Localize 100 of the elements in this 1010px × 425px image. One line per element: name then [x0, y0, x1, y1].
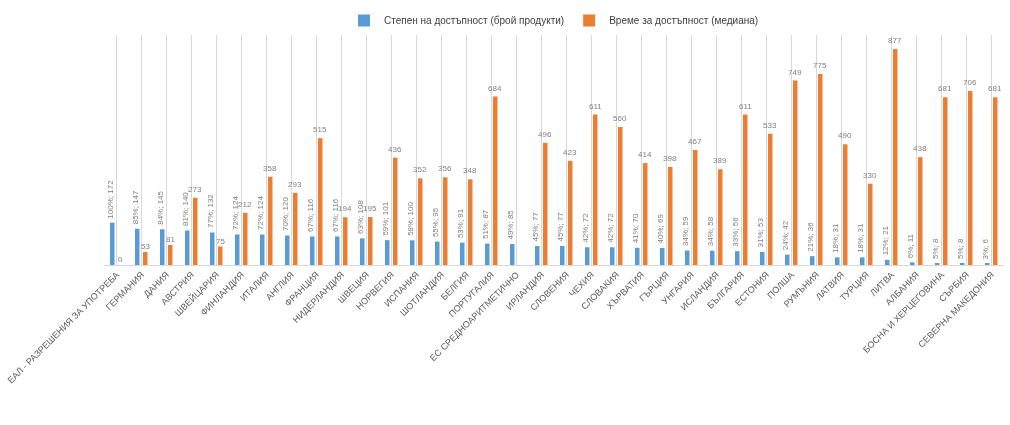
bar: [160, 229, 165, 265]
data-label: 45%; 77: [531, 211, 541, 242]
data-label: 358: [263, 164, 277, 173]
data-label: 34%; 59: [681, 216, 691, 246]
bar: [593, 114, 598, 265]
data-label: 775: [813, 61, 827, 70]
bar: [860, 257, 865, 265]
data-label: 51%; 87: [480, 209, 490, 240]
data-label: 490: [838, 131, 852, 140]
data-label: 49%; 85: [506, 209, 516, 240]
bar: [635, 247, 640, 265]
data-label: 5%; 8: [955, 238, 965, 260]
data-label: 12%; 21: [880, 225, 890, 256]
bar: [868, 183, 873, 265]
bar: [268, 176, 273, 265]
data-label: 877: [888, 36, 902, 45]
data-label: 21%; 36: [806, 221, 816, 252]
data-label: 31%; 53: [755, 217, 765, 248]
data-label: 352: [413, 165, 427, 174]
data-label: 70%; 120: [281, 196, 291, 231]
data-label: 436: [388, 145, 402, 154]
data-label: 59%; 101: [381, 201, 391, 236]
bar: [293, 192, 298, 265]
data-label: 398: [663, 154, 677, 163]
data-label: 58%; 100: [406, 201, 416, 236]
data-label: 33%; 56: [731, 216, 741, 247]
bar: [193, 197, 198, 265]
bar: [368, 216, 373, 265]
bar: [568, 160, 573, 265]
data-label: 5%; 8: [930, 238, 940, 260]
bar: [818, 74, 823, 265]
bar: [743, 114, 748, 265]
bar: [685, 250, 690, 265]
bar: [343, 217, 348, 265]
data-label: 72%; 124: [256, 195, 266, 230]
bar: [618, 127, 623, 265]
bar: [493, 96, 498, 265]
data-label: 84%; 145: [156, 190, 166, 225]
bar: [585, 247, 590, 265]
bar: [285, 235, 290, 265]
bar: [435, 241, 440, 265]
data-label: 749: [788, 68, 802, 77]
data-label: 53%; 91: [455, 208, 465, 239]
data-label: 533: [763, 121, 777, 130]
bar: [993, 97, 998, 265]
data-label: 212: [238, 200, 252, 209]
bar: [943, 97, 948, 265]
bar: [260, 234, 265, 265]
bar: [468, 179, 473, 265]
data-label: 67%; 116: [306, 198, 316, 232]
data-label: 100%; 172: [106, 179, 116, 219]
bar: [135, 228, 140, 265]
bar: [793, 80, 798, 265]
bar: [443, 177, 448, 265]
data-label: 515: [313, 125, 327, 134]
bar: [610, 247, 615, 265]
data-label: 18%; 31: [856, 222, 866, 253]
data-label: 681: [988, 84, 1002, 93]
bar: [560, 246, 565, 265]
data-label: 81: [166, 235, 176, 244]
data-label: 195: [363, 204, 377, 213]
bar: [735, 251, 740, 265]
bar: [510, 244, 515, 265]
data-label: 560: [613, 114, 627, 123]
bar: [218, 246, 223, 265]
bar: [643, 163, 648, 265]
bar: [168, 245, 173, 265]
data-label: 41%; 70: [630, 213, 640, 244]
bar: [660, 248, 665, 265]
data-label: 45%; 77: [556, 211, 566, 242]
bar: [110, 222, 115, 265]
bar: [718, 169, 723, 265]
bar: [918, 157, 923, 265]
data-label: 356: [438, 164, 452, 173]
data-label: 0: [118, 255, 123, 264]
data-label: 389: [713, 156, 727, 165]
data-label: 611: [739, 102, 753, 111]
legend-label: Степен на достъпност (брой продукти): [384, 15, 565, 27]
bar: [485, 243, 490, 265]
data-label: 77%; 132: [206, 193, 216, 228]
data-label: 194: [338, 204, 352, 213]
data-label: 330: [863, 171, 877, 180]
bar: [693, 149, 698, 265]
bar: [668, 166, 673, 265]
bar: [768, 133, 773, 265]
data-label: 423: [563, 148, 577, 157]
bar: [893, 49, 898, 265]
bar: [460, 242, 465, 265]
data-label: 24%; 42: [780, 220, 790, 251]
bar: [885, 259, 890, 265]
data-label: 348: [463, 166, 477, 175]
bar: [535, 246, 540, 265]
bar: [810, 256, 815, 265]
data-label: 42%; 72: [606, 212, 616, 243]
bar: [335, 236, 340, 265]
bar: [393, 157, 398, 265]
bar: [385, 240, 390, 265]
bar: [235, 234, 240, 265]
data-label: 414: [638, 150, 652, 159]
data-label: 467: [688, 137, 702, 146]
